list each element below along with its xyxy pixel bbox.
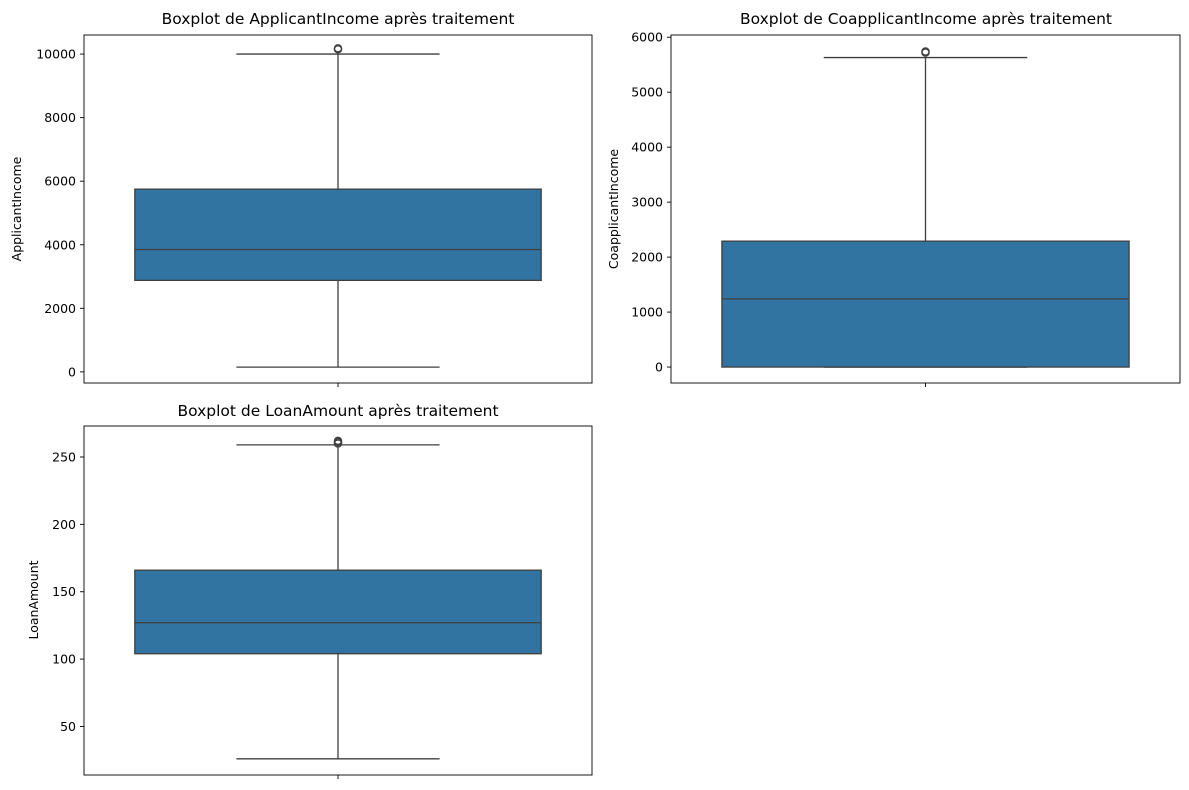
y-tick-label: 2000	[631, 250, 663, 265]
panel-applicant-income: Boxplot de ApplicantIncome après traitem…	[9, 10, 593, 387]
y-tick-label: 4000	[631, 140, 663, 155]
y-tick-label: 250	[52, 449, 76, 464]
y-axis-label: ApplicantIncome	[9, 156, 24, 261]
plot-area: 0 1000 2000 3000 4000 5000 6000	[631, 30, 1130, 387]
outlier-point	[333, 436, 343, 446]
y-tick-label: 0	[655, 360, 663, 375]
chart-title: Boxplot de ApplicantIncome après traitem…	[162, 10, 515, 28]
plot-area: 0 2000 4000 6000 8000 10000	[36, 44, 542, 387]
y-tick-label: 200	[52, 517, 76, 532]
y-axis-label: LoanAmount	[26, 560, 41, 639]
y-tick-label: 150	[52, 584, 76, 599]
y-tick-label: 0	[68, 364, 76, 379]
y-tick-label: 50	[60, 719, 76, 734]
y-tick-label: 10000	[36, 47, 76, 62]
iqr-box	[721, 240, 1130, 368]
y-tick-label: 2000	[44, 301, 76, 316]
outlier-point	[333, 44, 343, 53]
y-tick-label: 8000	[44, 110, 76, 125]
axes-frame	[83, 34, 593, 384]
chart-title: Boxplot de LoanAmount après traitement	[177, 402, 498, 420]
panel-loan-amount: Boxplot de LoanAmount après traitement L…	[26, 402, 593, 779]
y-tick-label: 3000	[631, 195, 663, 210]
y-tick-label: 6000	[44, 174, 76, 189]
y-tick-label: 1000	[631, 305, 663, 320]
y-tick-label: 4000	[44, 237, 76, 252]
y-tick-label: 100	[52, 652, 76, 667]
plot-area: 50 100 150 200 250	[52, 436, 542, 779]
outlier-point	[921, 47, 930, 56]
iqr-box	[134, 188, 542, 281]
axes-frame	[83, 425, 593, 776]
panel-coapplicant-income: Boxplot de CoapplicantIncome après trait…	[606, 10, 1181, 387]
y-axis-label: CoapplicantIncome	[606, 149, 621, 270]
y-tick-label: 6000	[631, 30, 663, 45]
chart-title: Boxplot de CoapplicantIncome après trait…	[740, 10, 1112, 28]
y-tick-label: 5000	[631, 85, 663, 100]
axes-frame	[670, 34, 1181, 384]
iqr-box	[134, 569, 542, 655]
